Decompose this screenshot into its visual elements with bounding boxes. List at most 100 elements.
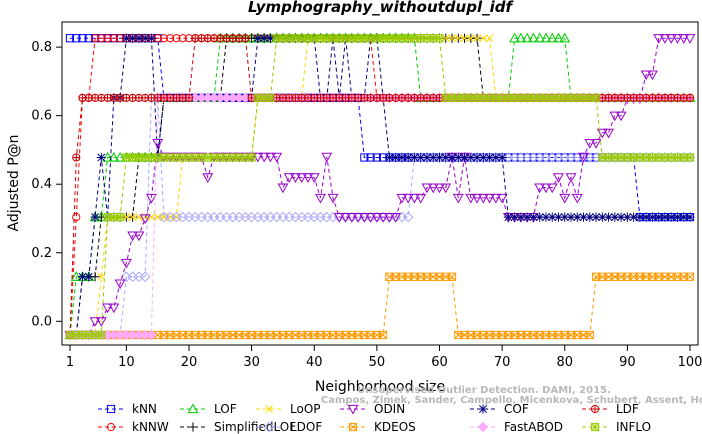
series-loop [66, 34, 694, 339]
data-point [127, 231, 139, 242]
data-point [478, 404, 488, 414]
data-point [428, 152, 438, 163]
data-point [434, 152, 445, 163]
data-point [603, 212, 614, 222]
y-tick-label: 0.0 [31, 314, 52, 329]
data-point [121, 33, 131, 43]
data-point [578, 212, 589, 222]
data-point [591, 93, 601, 102]
data-point [465, 193, 477, 204]
series-line [70, 37, 690, 336]
data-point [321, 152, 333, 163]
data-point [106, 422, 116, 432]
data-point [541, 212, 551, 222]
data-point [360, 153, 369, 162]
legend-label: ODIN [374, 402, 405, 416]
data-point [384, 152, 394, 163]
data-point [572, 212, 582, 222]
data-point [635, 212, 645, 222]
data-point [296, 173, 308, 183]
data-point [516, 212, 526, 222]
data-point [472, 152, 482, 163]
chart-title: Lymphography_withoutdupl_idf [248, 0, 514, 16]
data-point [421, 183, 433, 194]
data-point [640, 70, 652, 81]
data-point [679, 212, 689, 222]
data-point [145, 193, 157, 204]
data-point [185, 94, 193, 102]
data-point [396, 193, 408, 204]
data-point [96, 152, 106, 163]
data-point [510, 212, 520, 222]
legend-item-kdeos: KDEOS [340, 420, 416, 434]
legend-item-knn: kNN [98, 402, 157, 416]
series-odin [64, 34, 696, 341]
data-point [358, 213, 370, 223]
data-point [584, 138, 596, 149]
data-point [263, 421, 275, 433]
legend-label: LDF [616, 402, 639, 416]
data-point [491, 152, 501, 163]
data-point [534, 32, 546, 43]
data-point [609, 111, 621, 122]
data-point [146, 33, 157, 43]
legend-item-inflo: INFLO [582, 420, 651, 434]
x-tick-label: 20 [181, 355, 198, 370]
legend-label: INFLO [616, 420, 651, 434]
data-point [391, 152, 401, 163]
x-tick-label: 1 [66, 355, 74, 370]
data-point [377, 213, 389, 223]
data-point [352, 213, 364, 223]
data-point [466, 152, 476, 163]
data-point [585, 212, 595, 222]
data-point [535, 212, 545, 222]
data-point [484, 152, 495, 163]
legend-item-odin: ODIN [340, 402, 405, 416]
data-point [534, 183, 546, 194]
x-tick-label: 40 [306, 355, 323, 370]
data-point [684, 34, 696, 44]
data-point [97, 330, 106, 340]
x-tick-label: 90 [619, 355, 636, 370]
series-line [70, 37, 690, 336]
data-point [516, 153, 526, 162]
watermark-line-2: Campos, Zimek, Sander, Campello, Micenko… [321, 395, 702, 406]
data-point [466, 34, 475, 43]
legend: kNN kNNW LOF SimplifiedLOF LoOP LDOF ODIN KDEOS… [98, 402, 651, 434]
legend-label: FastABOD [504, 420, 563, 434]
data-point [546, 32, 558, 43]
data-point [397, 152, 407, 163]
x-tick-label: 10 [118, 355, 135, 370]
data-point [497, 152, 507, 163]
data-point [90, 34, 100, 43]
data-point [434, 183, 445, 194]
y-tick-label: 0.4 [31, 177, 52, 192]
data-point [139, 271, 151, 283]
data-point [265, 33, 276, 43]
data-point [521, 32, 533, 43]
legend-item-simplifiedlof: SimplifiedLOF [180, 420, 296, 434]
data-point [259, 33, 269, 43]
data-point [133, 231, 145, 242]
data-point [427, 183, 439, 194]
data-point [72, 153, 80, 162]
y-tick-label: 0.8 [31, 40, 52, 55]
data-point [629, 212, 639, 222]
data-point [490, 193, 502, 204]
data-point [128, 33, 138, 43]
data-point [187, 403, 199, 414]
data-point [571, 193, 583, 204]
data-point [641, 212, 651, 222]
data-point [546, 183, 558, 194]
series-line [69, 37, 690, 336]
legend-item-fastabod: FastABOD [470, 420, 563, 434]
data-point [247, 153, 256, 162]
data-point [402, 211, 414, 223]
x-tick-label: 50 [369, 355, 386, 370]
data-point [277, 183, 289, 194]
data-point [615, 111, 627, 122]
legend-item-loop: LoOP [256, 402, 321, 416]
data-point [447, 272, 457, 281]
data-point [408, 193, 420, 204]
